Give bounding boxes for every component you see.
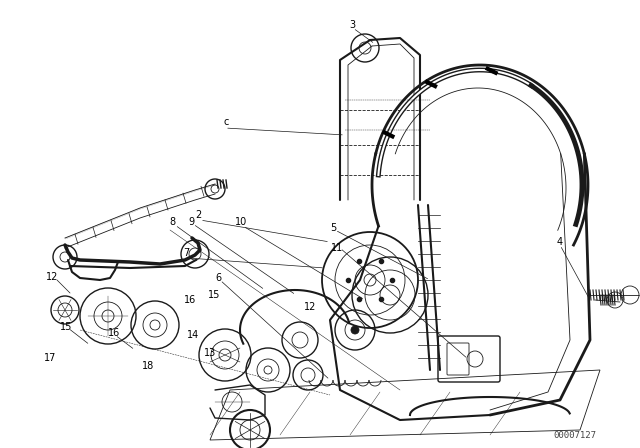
- Text: 3: 3: [349, 20, 355, 30]
- Text: 4: 4: [557, 237, 563, 247]
- Text: 18: 18: [142, 361, 154, 371]
- Text: 5: 5: [330, 223, 336, 233]
- Text: 17: 17: [44, 353, 56, 363]
- Text: 13: 13: [204, 348, 216, 358]
- Text: 11: 11: [331, 243, 343, 253]
- Text: 15: 15: [208, 290, 220, 300]
- Text: 15: 15: [60, 322, 72, 332]
- Text: 00007127: 00007127: [554, 431, 596, 439]
- Text: 10: 10: [235, 217, 247, 227]
- Text: 16: 16: [184, 295, 196, 305]
- Text: 6: 6: [215, 273, 221, 283]
- Text: 16: 16: [108, 328, 120, 338]
- Text: 7: 7: [183, 248, 189, 258]
- Text: 2: 2: [195, 210, 201, 220]
- Text: c: c: [223, 117, 228, 127]
- Text: 14: 14: [187, 330, 199, 340]
- Text: 12: 12: [46, 272, 58, 282]
- Text: 9: 9: [188, 217, 194, 227]
- Text: 12: 12: [304, 302, 316, 312]
- Circle shape: [351, 326, 359, 334]
- Text: 8: 8: [169, 217, 175, 227]
